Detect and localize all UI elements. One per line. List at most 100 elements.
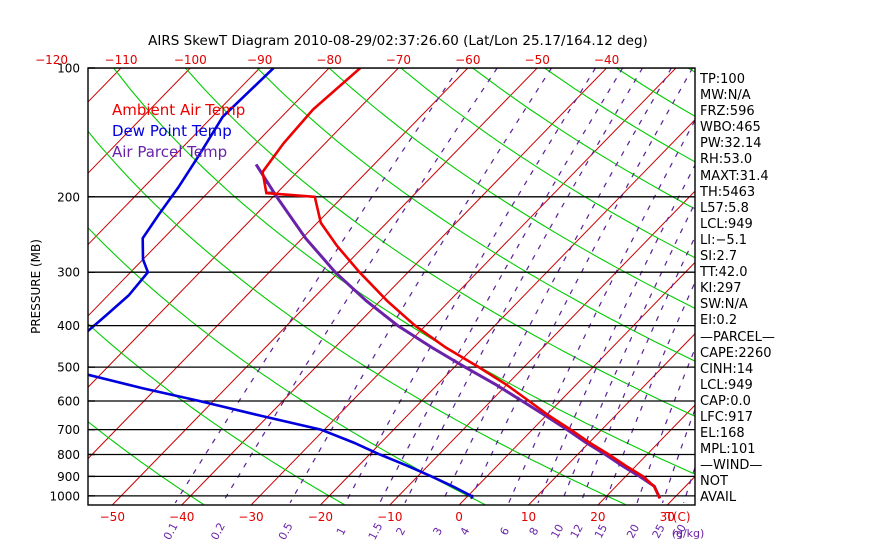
parameter-item-21: LFC:917 [700, 409, 753, 425]
parameter-item-2: FRZ:596 [700, 104, 755, 120]
parameter-item-3: WBO:465 [700, 120, 761, 136]
parameter-item-4: PW:32.14 [700, 136, 762, 152]
pressure-tick-label-700: 700 [57, 423, 80, 437]
pressure-tick-label-600: 600 [57, 395, 80, 409]
parameter-item-5: RH:53.0 [700, 152, 753, 168]
isotherm-line [389, 190, 695, 505]
parameter-item-15: EI:0.2 [700, 313, 738, 329]
parameter-item-7: TH:5463 [700, 184, 756, 200]
isotherm-line [181, 68, 607, 505]
legend-item-0: Ambient Air Temp [112, 101, 246, 119]
bottom-temp-label-30: 30 [660, 510, 675, 524]
pressure-tick-label-100: 100 [57, 62, 80, 76]
isotherm-line [528, 333, 695, 505]
parameter-item-9: LCL:949 [700, 216, 753, 232]
parameter-item-1: MW:N/A [700, 88, 751, 104]
legend: Ambient Air Temp Dew Point Temp Air Parcel… [112, 100, 245, 163]
dry-adiabat-line [184, 68, 695, 417]
mixing-ratio-label-20: 20 [624, 522, 642, 540]
isotherm-line [88, 68, 261, 246]
isotherm-line [250, 68, 677, 505]
pressure-tick-label-900: 900 [57, 470, 80, 484]
mixing-ratio-line [221, 68, 498, 504]
bottom-temp-label--40: −40 [169, 510, 194, 524]
pressure-tick-label-800: 800 [57, 448, 80, 462]
top-temp-label--50: −50 [525, 53, 550, 67]
parameter-item-19: LCL:949 [700, 377, 753, 393]
parameter-item-16: —PARCEL— [700, 329, 775, 345]
bottom-temp-label--10: −10 [377, 510, 402, 524]
bottom-temp-label--20: −20 [308, 510, 333, 524]
mixing-ratio-line [344, 68, 597, 504]
isotherm-line [597, 404, 695, 505]
parameter-item-8: L57:5.8 [700, 200, 749, 216]
mixing-ratio-line [560, 201, 695, 504]
top-temp-label--80: −80 [316, 53, 341, 67]
parameter-item-12: TT:42.0 [700, 265, 748, 281]
legend-item-2: Air Parcel Temp [112, 143, 228, 161]
parameter-item-18: CINH:14 [700, 361, 754, 377]
parameter-item-25: NOT [700, 474, 728, 490]
isotherm-line [320, 119, 695, 505]
mixing-ratio-label-30: 30 [671, 522, 689, 540]
ambient-temp-curve [261, 68, 662, 499]
pressure-tick-label-500: 500 [57, 361, 80, 375]
parameter-list: TP:100 MW:N/A FRZ:596 WBO:465 PW:32.14 RH:53.… [700, 72, 775, 507]
top-temp-label--100: −100 [174, 53, 207, 67]
parameter-item-17: CAPE:2260 [700, 345, 772, 361]
dry-adiabat-line [88, 420, 205, 505]
dewpoint-temp-curve [88, 68, 474, 499]
bottom-temp-label--30: −30 [238, 510, 263, 524]
mixing-ratio-line [289, 68, 553, 504]
temp-axis-title: T(C) [664, 510, 690, 524]
isotherm-line [88, 68, 330, 317]
isotherm-line [88, 68, 191, 174]
top-temp-label--90: −90 [247, 53, 272, 67]
bottom-temp-label--50: −50 [100, 510, 125, 524]
mixing-ratio-label-12: 12 [568, 522, 586, 540]
isotherm-line [111, 68, 538, 505]
mixing-ratio-label-25: 25 [650, 522, 668, 540]
mixing-ratio-line [580, 235, 695, 504]
bottom-temp-label-10: 10 [521, 510, 536, 524]
mixing-ratio-line [174, 68, 460, 504]
dry-adiabat-line [88, 130, 626, 505]
mixing-ratio-label-10: 10 [548, 522, 566, 540]
parameter-item-26: AVAIL [700, 490, 737, 506]
mixing-ratio-line [441, 68, 672, 504]
dry-adiabat-line [113, 68, 695, 475]
mixing-ratio-line [683, 465, 695, 504]
pressure-tick-label-1000: 1000 [49, 489, 80, 503]
mixing-ratio-line [379, 68, 624, 504]
pressure-tick-label-200: 200 [57, 190, 80, 204]
parameter-item-11: SI:2.7 [700, 249, 738, 265]
legend-item-1: Dew Point Temp [112, 122, 232, 140]
parameter-item-10: LI:−5.1 [700, 232, 748, 248]
isotherm-line [88, 68, 399, 388]
parameter-item-22: EL:168 [700, 426, 745, 442]
parameter-item-20: CAP:0.0 [700, 393, 751, 409]
isotherm-line [88, 68, 469, 460]
plot-frame [87, 67, 696, 506]
top-temp-label--110: −110 [105, 53, 138, 67]
top-temp-label--40: −40 [594, 53, 619, 67]
dry-adiabat-line [256, 68, 695, 362]
parameter-item-6: MAXT:31.4 [700, 168, 769, 184]
top-temp-label--70: −70 [386, 53, 411, 67]
top-temp-label--120: −120 [35, 53, 68, 67]
pressure-tick-label-300: 300 [57, 266, 80, 280]
chart-title: AIRS SkewT Diagram 2010-08-29/02:37:26.6… [148, 33, 648, 49]
bottom-temp-label-0: 0 [455, 510, 463, 524]
parameter-item-0: TP:100 [700, 72, 745, 87]
bottom-temp-label-20: 20 [590, 510, 605, 524]
parameter-item-24: —WIND— [700, 458, 763, 474]
pressure-tick-label-400: 400 [57, 319, 80, 333]
mixing-ratio-axis-title: (g/kg) [672, 527, 705, 540]
parameter-item-14: SW:N/A [700, 297, 748, 313]
mixing-ratio-label-15: 15 [592, 522, 610, 540]
mixing-ratio-line [537, 163, 695, 504]
parameter-item-13: KI:297 [700, 281, 742, 297]
parcel-temp-curve [254, 163, 662, 499]
dry-adiabat-line [328, 68, 695, 309]
mixing-ratio-line [508, 119, 695, 504]
